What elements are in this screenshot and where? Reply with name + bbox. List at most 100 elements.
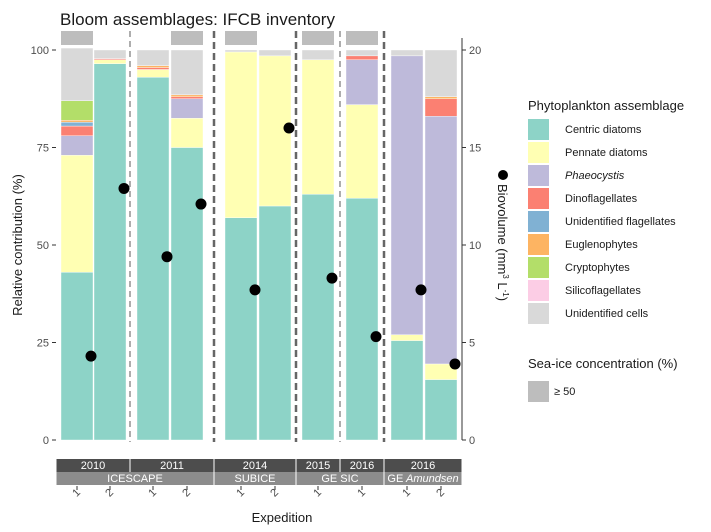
y-axis-label: Relative contribution (%) [10, 174, 25, 316]
y-tick-label: 75 [37, 143, 49, 155]
expedition-strip [296, 472, 384, 485]
seaice-legend-label: ≥ 50 [554, 386, 575, 398]
year-label: 2015 [306, 460, 330, 472]
bar-segment [345, 197, 379, 441]
bar-segment [301, 194, 335, 441]
legend-label: Silicoflagellates [565, 285, 641, 297]
bar-segment [170, 94, 204, 97]
bar-segment [224, 51, 258, 218]
y-tick-label: 100 [31, 45, 49, 57]
expedition-label: ICESCAPE [107, 473, 163, 485]
biovolume-point [326, 272, 338, 284]
bar-segment [345, 59, 379, 105]
legend-title: Phytoplankton assemblage [528, 98, 684, 113]
seaice-marker [61, 31, 93, 45]
year-label: 2010 [81, 460, 105, 472]
bar-segment [170, 118, 204, 148]
legend-label: Euglenophytes [565, 239, 638, 251]
bar-segment [60, 135, 94, 156]
legend-label: Phaeocystis [565, 170, 625, 182]
bar-segment [136, 65, 170, 68]
seaice-marker [346, 31, 378, 45]
seaice-marker [225, 31, 257, 45]
bar-segment [60, 119, 94, 123]
x-axis-label: Expedition [252, 510, 313, 525]
bar-segment [424, 379, 458, 441]
legend-swatch [528, 188, 549, 209]
bar-segment [345, 104, 379, 199]
bar-segment [93, 59, 127, 64]
year-label: 2016 [411, 460, 435, 472]
year-strip [296, 459, 340, 472]
seaice-marker [302, 31, 334, 45]
bar-segment [136, 67, 170, 70]
year-label: 2016 [350, 460, 374, 472]
legend-swatch [528, 142, 549, 163]
bar-segment [170, 49, 204, 96]
biovolume-legend-dot [498, 170, 508, 180]
bar-segment [93, 49, 127, 59]
expedition-label-italic: Amundsen [403, 473, 458, 485]
y-tick-label: 50 [37, 240, 49, 252]
expedition-label: GE Amundsen [387, 473, 458, 485]
y2-tick-label: 20 [469, 45, 481, 57]
bar-segment [60, 125, 94, 137]
bar-segment [60, 121, 94, 127]
legend-label: Unidentified flagellates [565, 216, 676, 228]
y2-tick-label: 0 [469, 435, 475, 447]
legend-swatch [528, 257, 549, 278]
bar-segment [170, 147, 204, 441]
year-strip [384, 459, 462, 472]
year-strip [340, 459, 384, 472]
bar-segment [345, 55, 379, 60]
bar-segment [390, 49, 424, 57]
bar-segment [136, 49, 170, 66]
y-tick-label: 0 [43, 435, 49, 447]
legend-swatch [528, 234, 549, 255]
bar-segment [301, 49, 335, 60]
expedition-label: SUBICE [235, 473, 276, 485]
bar-segment [136, 69, 170, 78]
y2-tick-label: 15 [469, 143, 481, 155]
bar-segment [93, 63, 127, 441]
bar-segment [224, 49, 258, 53]
biovolume-point [118, 182, 130, 194]
biovolume-point [195, 198, 207, 210]
bar-segment [390, 340, 424, 441]
bar-segment [424, 98, 458, 117]
legend-label: Unidentified cells [565, 308, 649, 320]
biovolume-point [370, 331, 382, 343]
expedition-strip [56, 472, 214, 485]
legend-swatch [528, 165, 549, 186]
seaice-marker [171, 31, 203, 45]
bar-segment [60, 100, 94, 121]
biovolume-point [449, 358, 461, 370]
legend-swatch [528, 280, 549, 301]
chart-title: Bloom assemblages: IFCB inventory [60, 10, 335, 29]
expedition-strip [384, 472, 462, 485]
legend-label: Pennate diatoms [565, 147, 648, 159]
svg-text:Biovolume (mm3 L-1): Biovolume (mm3 L-1) [495, 184, 510, 301]
bar-segment [170, 96, 204, 99]
expedition-label: GE SIC [321, 473, 358, 485]
bar-segment [345, 49, 379, 57]
legend: Phytoplankton assemblage Centric diatoms P… [528, 98, 684, 402]
year-strip [130, 459, 214, 472]
year-label: 2011 [160, 460, 184, 472]
bar-segment [390, 334, 424, 341]
bar-segment [258, 205, 292, 441]
biovolume-point [415, 284, 427, 296]
bar-segment [424, 116, 458, 365]
bar-segment [170, 98, 204, 119]
year-strip [56, 459, 130, 472]
biovolume-point [283, 122, 295, 134]
biovolume-point [249, 284, 261, 296]
legend-label: Centric diatoms [565, 124, 642, 136]
bar-segment [60, 155, 94, 273]
bar-segment [60, 47, 94, 101]
year-strip [214, 459, 296, 472]
bar-segment [224, 217, 258, 441]
seaice-legend-swatch [528, 381, 549, 402]
